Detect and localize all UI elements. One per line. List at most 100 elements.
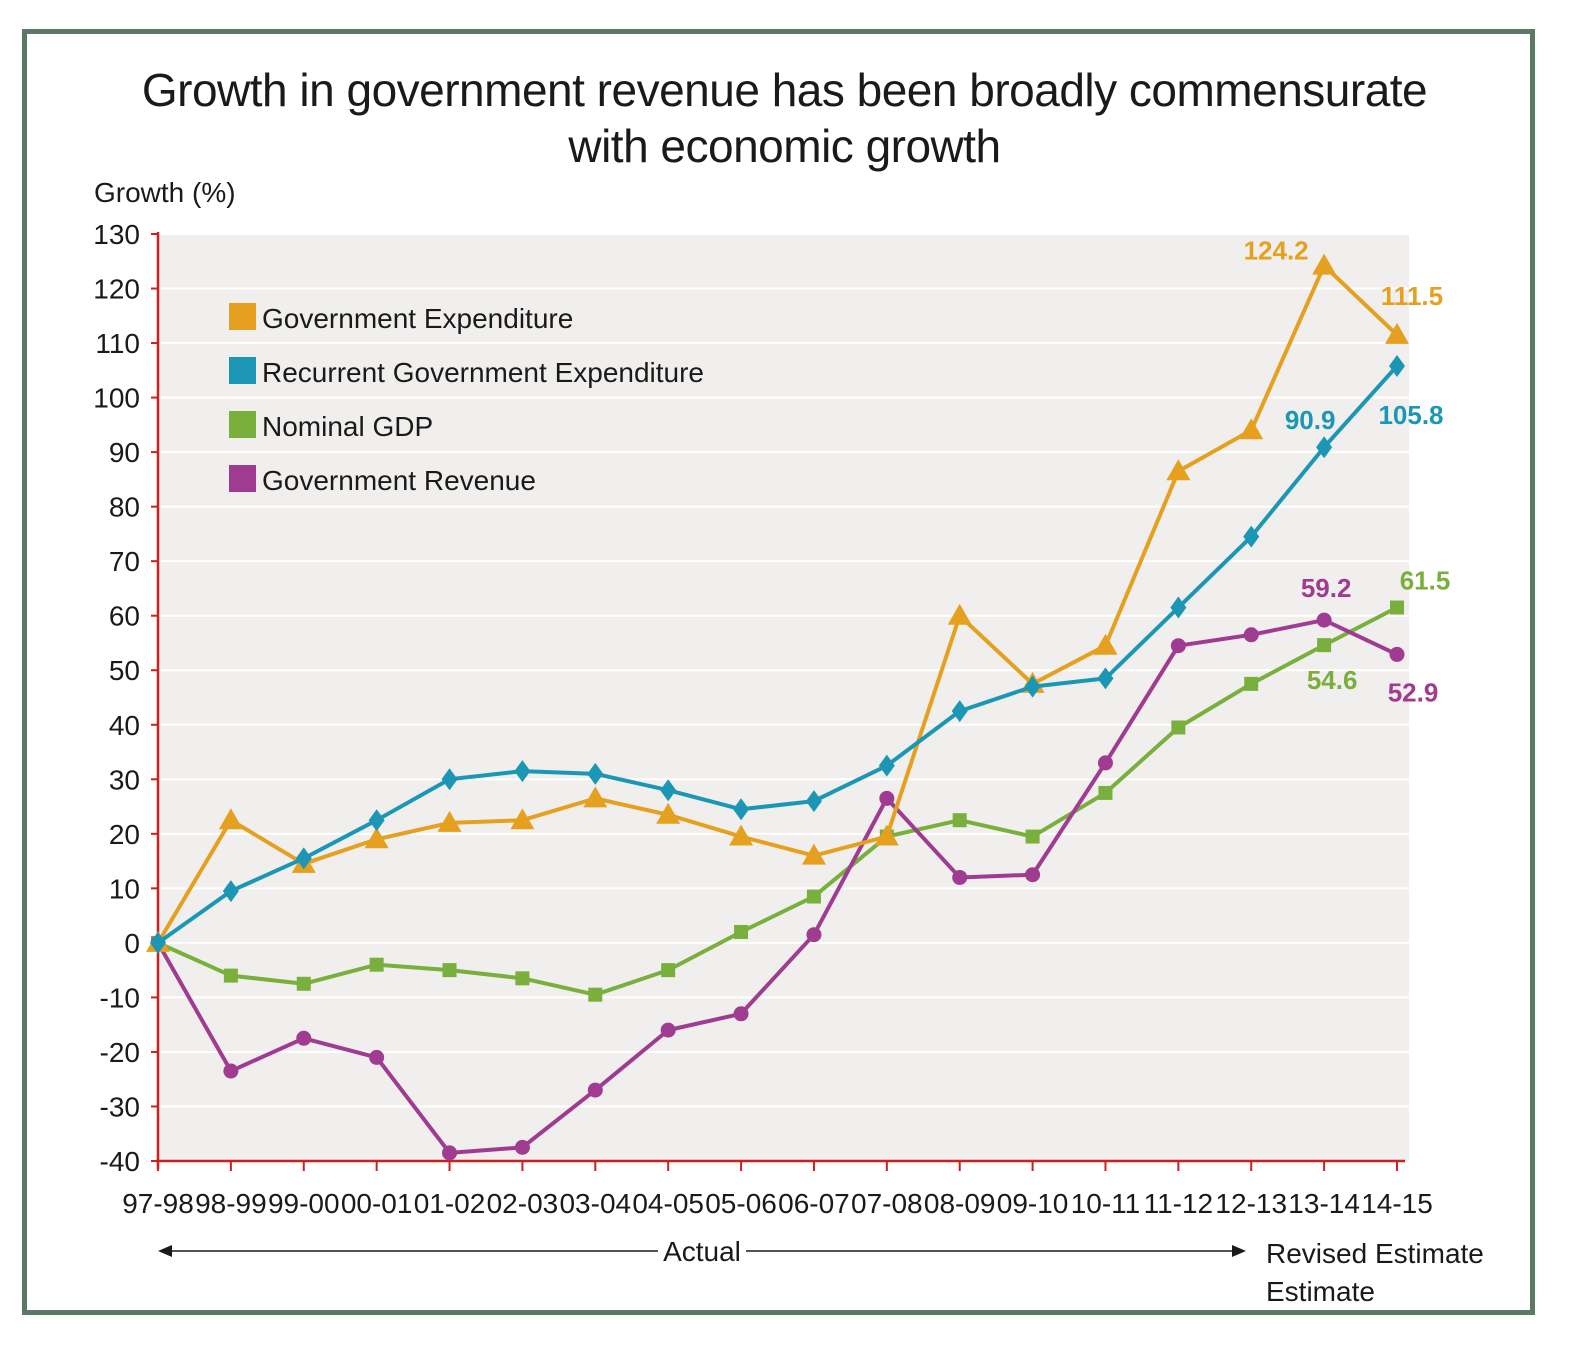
legend-label: Government Revenue [262, 465, 536, 496]
data-label: 111.5 [1381, 281, 1443, 311]
triangle-marker [729, 824, 754, 846]
actual-label: Actual [663, 1236, 741, 1267]
diamond-marker [587, 762, 604, 785]
square-marker [1171, 720, 1186, 735]
data-label: 105.8 [1378, 400, 1443, 430]
data-labels: 124.2 111.5 90.9 105.8 59.2 61.5 54.6 52.9 [1244, 236, 1451, 708]
legend-label: Government Expenditure [262, 303, 573, 334]
title-line-1: Growth in government revenue has been br… [141, 64, 1428, 116]
series-line [156, 618, 1398, 1155]
y-axis-ticks: 1301201101009080706050403020100-10-20-30… [93, 219, 158, 1177]
square-marker [1025, 829, 1040, 844]
title-line-2: with economic growth [568, 120, 1001, 172]
triangle-marker [583, 786, 608, 808]
circle-marker [1025, 867, 1041, 883]
series-government-revenue [150, 612, 1405, 1161]
series-line [156, 364, 1399, 945]
diamond-marker [295, 847, 312, 870]
circle-marker [1316, 612, 1332, 628]
diamond-marker [1170, 596, 1187, 619]
circle-marker [879, 790, 895, 806]
x-tick-label: 00-01 [341, 1188, 413, 1219]
x-tick-label: 05-06 [705, 1188, 777, 1219]
y-tick-label: 0 [124, 928, 140, 959]
series-recurrent-expenditure [150, 354, 1405, 954]
actual-label-backdrop [658, 1232, 746, 1268]
y-tick-label: 70 [109, 546, 140, 577]
diamond-marker [222, 880, 239, 903]
triangle-marker [947, 603, 972, 625]
square-marker [661, 963, 676, 978]
diamond-marker [1243, 525, 1260, 548]
legend-label: Nominal GDP [262, 411, 433, 442]
diamond-marker [951, 700, 968, 723]
circle-marker [296, 1030, 312, 1046]
x-tick-label: 03-04 [559, 1188, 631, 1219]
arrow-left-head [158, 1245, 172, 1257]
square-marker [223, 968, 238, 983]
diamond-marker [660, 779, 677, 802]
square-marker [952, 813, 967, 828]
series-line [156, 263, 1399, 944]
x-tick-label: 08-09 [924, 1188, 996, 1219]
chart-title: Growth in government revenue has been br… [0, 62, 1569, 174]
x-tick-label: 97-98 [122, 1188, 194, 1219]
x-tick-label: 01-02 [414, 1188, 486, 1219]
legend: Government Expenditure Recurrent Governme… [229, 303, 704, 496]
triangle-marker [1385, 322, 1409, 344]
y-tick-label: -30 [100, 1091, 140, 1122]
circle-marker [1243, 627, 1259, 643]
diamond-marker [733, 798, 750, 821]
x-tick-label: 07-08 [851, 1188, 923, 1219]
square-marker [588, 987, 603, 1002]
plot-background [158, 234, 1409, 1161]
square-marker [369, 957, 384, 972]
y-tick-label: -10 [100, 982, 140, 1013]
square-marker [734, 924, 749, 939]
y-tick-label: 90 [109, 437, 140, 468]
arrow-right-head [1232, 1245, 1246, 1257]
data-label: 90.9 [1285, 405, 1336, 435]
square-marker [1244, 676, 1259, 691]
series-group [146, 253, 1409, 1161]
square-marker [1390, 600, 1404, 615]
diamond-marker [150, 931, 166, 954]
y-axis-label: Growth (%) [94, 177, 236, 208]
circle-marker [587, 1082, 603, 1098]
y-tick-label: 50 [109, 655, 140, 686]
x-tick-label: 99-00 [268, 1188, 340, 1219]
period-indicator: Revised Estimate Estimate Actual [158, 1232, 1484, 1307]
circle-marker [223, 1063, 239, 1079]
x-tick-label: 10-11 [1071, 1188, 1141, 1219]
legend-swatch [229, 303, 256, 330]
y-tick-label: 10 [109, 873, 140, 904]
triangle-marker [1239, 418, 1264, 440]
diamond-marker [878, 754, 895, 777]
x-tick-label: 09-10 [997, 1188, 1069, 1219]
circle-marker [806, 927, 822, 943]
y-tick-label: 40 [109, 710, 140, 741]
circle-marker [1170, 638, 1186, 654]
circle-marker [1097, 755, 1113, 771]
legend-swatch [229, 411, 256, 438]
x-axis-ticks: 97-98 98-99 99-00 00-01 01-02 02-03 03-04 04-05… [122, 1161, 1433, 1219]
y-tick-label: 80 [109, 492, 140, 523]
x-tick-label: 04-05 [632, 1188, 704, 1219]
y-tick-label: 120 [93, 274, 140, 305]
diamond-marker [1097, 667, 1114, 690]
x-tick-label: 98-99 [195, 1188, 267, 1219]
triangle-marker [1166, 459, 1191, 481]
circle-marker [442, 1145, 458, 1161]
triangle-marker [510, 808, 535, 830]
y-tick-label: 30 [109, 764, 140, 795]
circle-marker [952, 869, 968, 885]
circle-marker [369, 1049, 385, 1065]
data-label: 54.6 [1307, 665, 1358, 695]
diamond-marker [1316, 436, 1333, 459]
y-tick-label: 20 [109, 819, 140, 850]
triangle-marker [801, 843, 826, 865]
square-marker [806, 889, 821, 904]
x-tick-label: 12-13 [1215, 1188, 1287, 1219]
y-tick-label: 60 [109, 601, 140, 632]
y-tick-label: 110 [95, 328, 140, 359]
